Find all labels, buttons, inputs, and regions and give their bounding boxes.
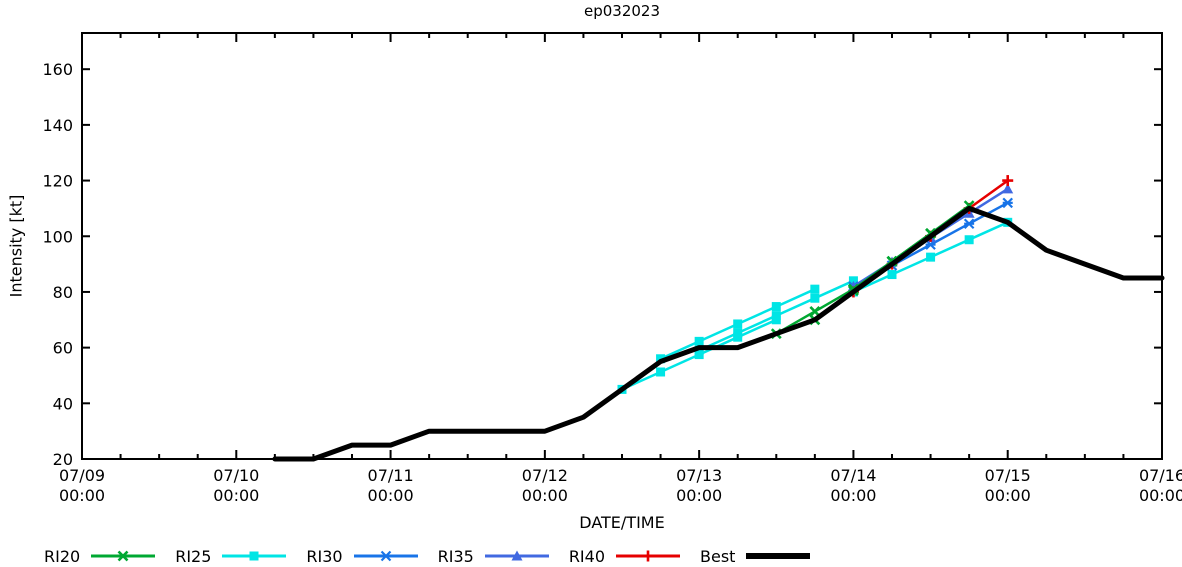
legend-label: RI30	[306, 546, 343, 566]
legend-item-best: Best	[700, 547, 811, 566]
x-axis-label: DATE/TIME	[579, 513, 665, 532]
x-marker	[809, 306, 821, 317]
legend-label: RI40	[568, 546, 606, 566]
legend-item-ri35: RI35	[438, 547, 550, 566]
y-tick-label: 100	[42, 227, 73, 246]
legend-item-ri40: RI40	[569, 547, 681, 566]
legend-label: RI35	[437, 546, 474, 566]
series-Best-line	[272, 205, 1165, 462]
legend-sample-ri30	[353, 550, 418, 562]
legend-sample-ri40	[616, 550, 681, 562]
plus-marker	[642, 550, 654, 562]
square-marker	[771, 311, 781, 321]
square-marker	[733, 328, 743, 338]
chart-title: ep032023	[583, 2, 660, 20]
legend-item-ri30: RI30	[306, 547, 418, 566]
square-marker	[810, 293, 820, 303]
x-tick-label: 07/11 00:00	[368, 466, 414, 505]
legend-item-ri20: RI20	[44, 547, 156, 566]
legend-sample-ri35	[484, 550, 549, 561]
asterisk-marker	[1002, 197, 1013, 209]
x-tick-label: 07/10 00:00	[213, 466, 259, 505]
triangle-marker	[1002, 183, 1014, 194]
square-marker	[656, 354, 666, 364]
square-marker	[926, 252, 936, 262]
asterisk-marker	[380, 550, 391, 562]
asterisk-marker	[963, 218, 975, 230]
y-tick-label: 80	[53, 283, 73, 302]
plot-area: 20 40 60 80 100 120 140 160 07/09 00:00 07/10 00:00…	[42, 32, 1182, 505]
square-marker	[249, 551, 259, 561]
square-marker	[848, 276, 858, 286]
triangle-marker	[511, 550, 523, 561]
square-marker	[656, 367, 666, 377]
legend-sample-best	[746, 553, 811, 559]
y-tick-label: 120	[42, 172, 73, 191]
y-tick-label: 160	[42, 60, 73, 79]
legend: RI20 RI25 RI30 RI35 RI40 Best	[44, 547, 830, 566]
x-tick-label: 07/12 00:00	[522, 466, 568, 505]
square-marker	[694, 336, 704, 346]
y-tick-label: 60	[53, 339, 73, 358]
square-marker	[887, 270, 897, 280]
legend-label: Best	[700, 546, 736, 566]
x-tick-label: 07/15 00:00	[985, 466, 1031, 505]
plot-border	[81, 32, 1163, 460]
x-marker	[117, 550, 129, 562]
legend-sample-ri25	[222, 551, 287, 561]
square-marker	[964, 235, 974, 245]
x-tick-label: 07/13 00:00	[676, 466, 722, 505]
legend-sample-ri20	[91, 550, 156, 562]
y-tick-label: 140	[42, 116, 73, 135]
square-marker	[810, 284, 820, 294]
y-tick-label: 40	[53, 394, 73, 413]
y-tick-label: 20	[53, 450, 73, 469]
x-tick-label: 07/16 00:00	[1139, 466, 1182, 505]
legend-label: RI20	[44, 546, 81, 566]
square-marker	[694, 345, 704, 355]
legend-label: RI25	[175, 546, 212, 566]
square-marker	[733, 319, 743, 329]
square-marker	[771, 302, 781, 312]
plus-marker	[1002, 175, 1014, 187]
legend-item-ri25: RI25	[175, 547, 287, 566]
x-tick-label: 07/09 00:00	[59, 466, 105, 505]
x-tick-label: 07/14 00:00	[830, 466, 876, 505]
